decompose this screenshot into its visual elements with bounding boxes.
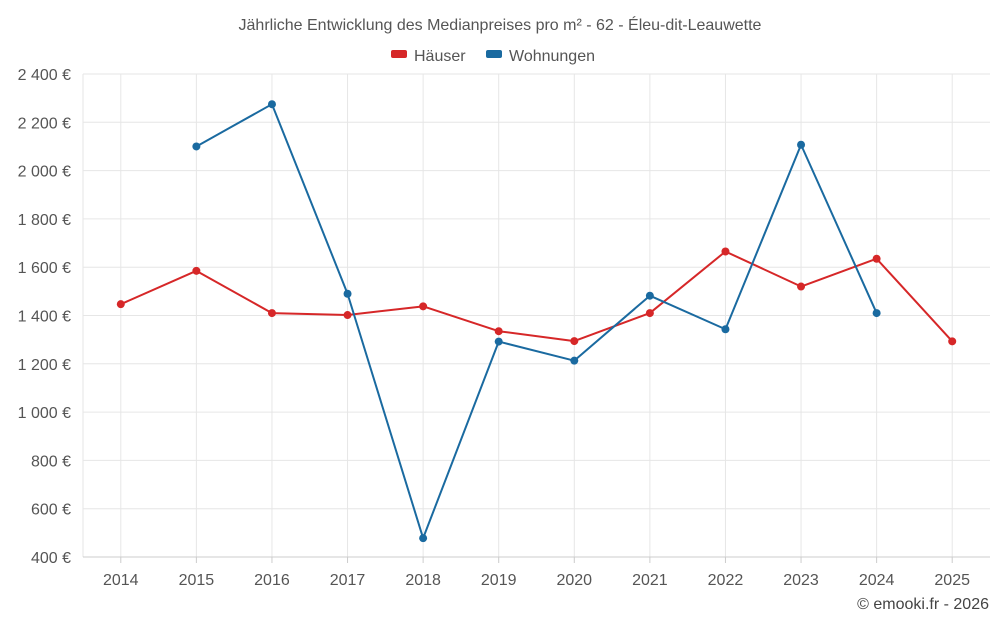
y-tick-label: 2 000 € [18,164,71,181]
y-tick-label: 1 800 € [18,212,71,229]
data-point-wohnungen[interactable] [797,140,806,149]
y-tick-label: 600 € [31,502,71,519]
grid [83,73,990,557]
data-point-wohnungen[interactable] [419,534,428,543]
y-tick-label: 1 000 € [18,405,71,422]
x-tick-label: 2024 [859,572,895,589]
x-tick-label: 2021 [632,572,668,589]
data-point-haeuser[interactable] [343,311,352,320]
data-point-haeuser[interactable] [419,302,428,311]
legend-swatch-wohnungen [486,50,502,58]
series-line-wohnungen [195,103,878,540]
x-tick-label: 2015 [179,572,215,589]
data-point-haeuser[interactable] [948,337,957,346]
x-tick-label: 2020 [556,572,592,589]
y-tick-label: 2 200 € [18,115,71,132]
x-tick-label: 2014 [103,572,139,589]
x-tick-label: 2025 [934,572,970,589]
data-point-wohnungen[interactable] [192,142,201,151]
series [116,100,957,543]
credit-text: © emooki.fr - 2026 [857,596,989,613]
x-tick-label: 2022 [708,572,744,589]
chart-title: Jährliche Entwicklung des Medianpreises … [239,15,762,34]
series-line-haeuser [120,250,953,343]
y-tick-label: 1 400 € [18,309,71,326]
data-point-haeuser[interactable] [645,309,654,318]
data-point-wohnungen[interactable] [872,309,881,318]
x-tick-label: 2018 [405,572,441,589]
y-tick-label: 1 600 € [18,260,71,277]
data-point-wohnungen[interactable] [570,356,579,365]
data-point-haeuser[interactable] [797,282,806,291]
y-tick-label: 2 400 € [18,67,71,84]
y-tick-label: 800 € [31,453,71,470]
data-point-haeuser[interactable] [872,254,881,263]
data-point-haeuser[interactable] [570,337,579,346]
data-point-wohnungen[interactable] [343,289,352,298]
legend-label-wohnungen[interactable]: Wohnungen [509,48,595,65]
x-tick-label: 2019 [481,572,517,589]
data-point-wohnungen[interactable] [494,337,503,346]
y-tick-label: 1 200 € [18,357,71,374]
data-point-wohnungen[interactable] [721,325,730,334]
data-point-haeuser[interactable] [116,300,125,309]
legend-label-haeuser[interactable]: Häuser [414,48,466,65]
x-tick-label: 2016 [254,572,290,589]
legend: Häuser Wohnungen [391,48,595,65]
data-point-haeuser[interactable] [721,247,730,256]
x-tick-label: 2017 [330,572,366,589]
data-point-haeuser[interactable] [267,309,276,318]
data-point-haeuser[interactable] [494,327,503,336]
data-point-haeuser[interactable] [192,266,201,275]
axes: 2 400 € 2 200 € 2 000 € 1 800 € 1 600 € 1 400… [18,67,990,589]
y-tick-label: 400 € [31,550,71,567]
data-point-wohnungen[interactable] [267,100,276,109]
data-point-wohnungen[interactable] [645,291,654,300]
x-tick-label: 2023 [783,572,819,589]
legend-swatch-haeuser [391,50,407,58]
